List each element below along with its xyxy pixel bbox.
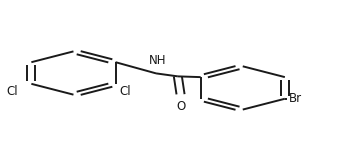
Text: Cl: Cl bbox=[119, 85, 130, 98]
Text: NH: NH bbox=[149, 54, 167, 67]
Text: O: O bbox=[176, 100, 185, 112]
Text: Cl: Cl bbox=[6, 85, 18, 98]
Text: Br: Br bbox=[289, 92, 302, 105]
